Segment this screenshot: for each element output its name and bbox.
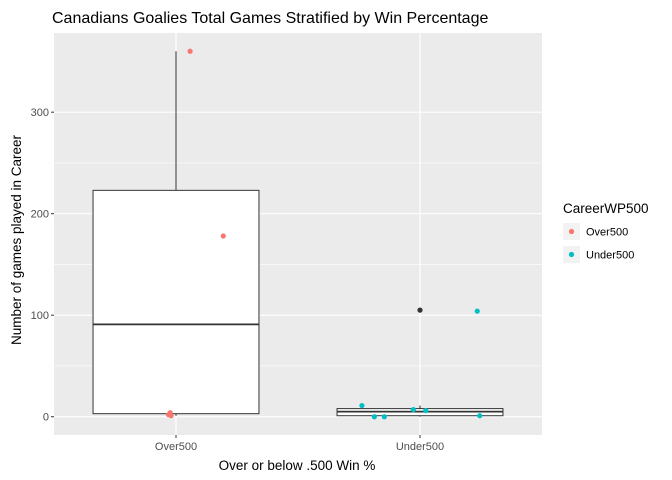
legend-item-under500: Under500 [563,246,634,263]
y-axis-title: Number of games played in Career [9,134,24,345]
legend-item-over500: Over500 [563,223,628,240]
y-tick-label: 0 [43,412,49,424]
chart-title: Canadians Goalies Total Games Stratified… [52,10,488,27]
x-axis: Over500 Under500 [155,435,444,453]
boxplot-under500 [336,307,504,417]
point-over500 [187,48,193,54]
point-under500 [423,408,429,414]
point-under500 [381,414,387,420]
y-tick-label: 300 [31,107,49,119]
boxplot-over500 [92,51,260,416]
point-under500 [410,407,416,413]
outlier-point [417,307,423,313]
data-points [165,48,483,420]
point-under500 [371,414,377,420]
legend-swatch [568,251,575,258]
x-tick-label: Under500 [396,441,444,453]
point-under500 [359,402,365,409]
legend: CareerWP500 Over500 Under500 [563,201,649,263]
point-over500 [220,233,226,239]
x-axis-title: Over or below .500 Win % [219,458,376,473]
legend-swatch [568,228,575,235]
x-tick-label: Over500 [155,441,197,453]
point-under500 [477,413,483,419]
point-under500 [474,308,480,314]
boxplots [92,51,504,417]
box-iqr [92,189,260,415]
legend-label: Under500 [586,250,634,262]
legend-label: Over500 [586,227,628,239]
legend-title: CareerWP500 [563,201,649,216]
y-tick-label: 100 [31,310,49,322]
y-tick-label: 200 [31,209,49,221]
y-axis: 0 100 200 300 [31,107,54,424]
point-over500 [168,413,174,419]
